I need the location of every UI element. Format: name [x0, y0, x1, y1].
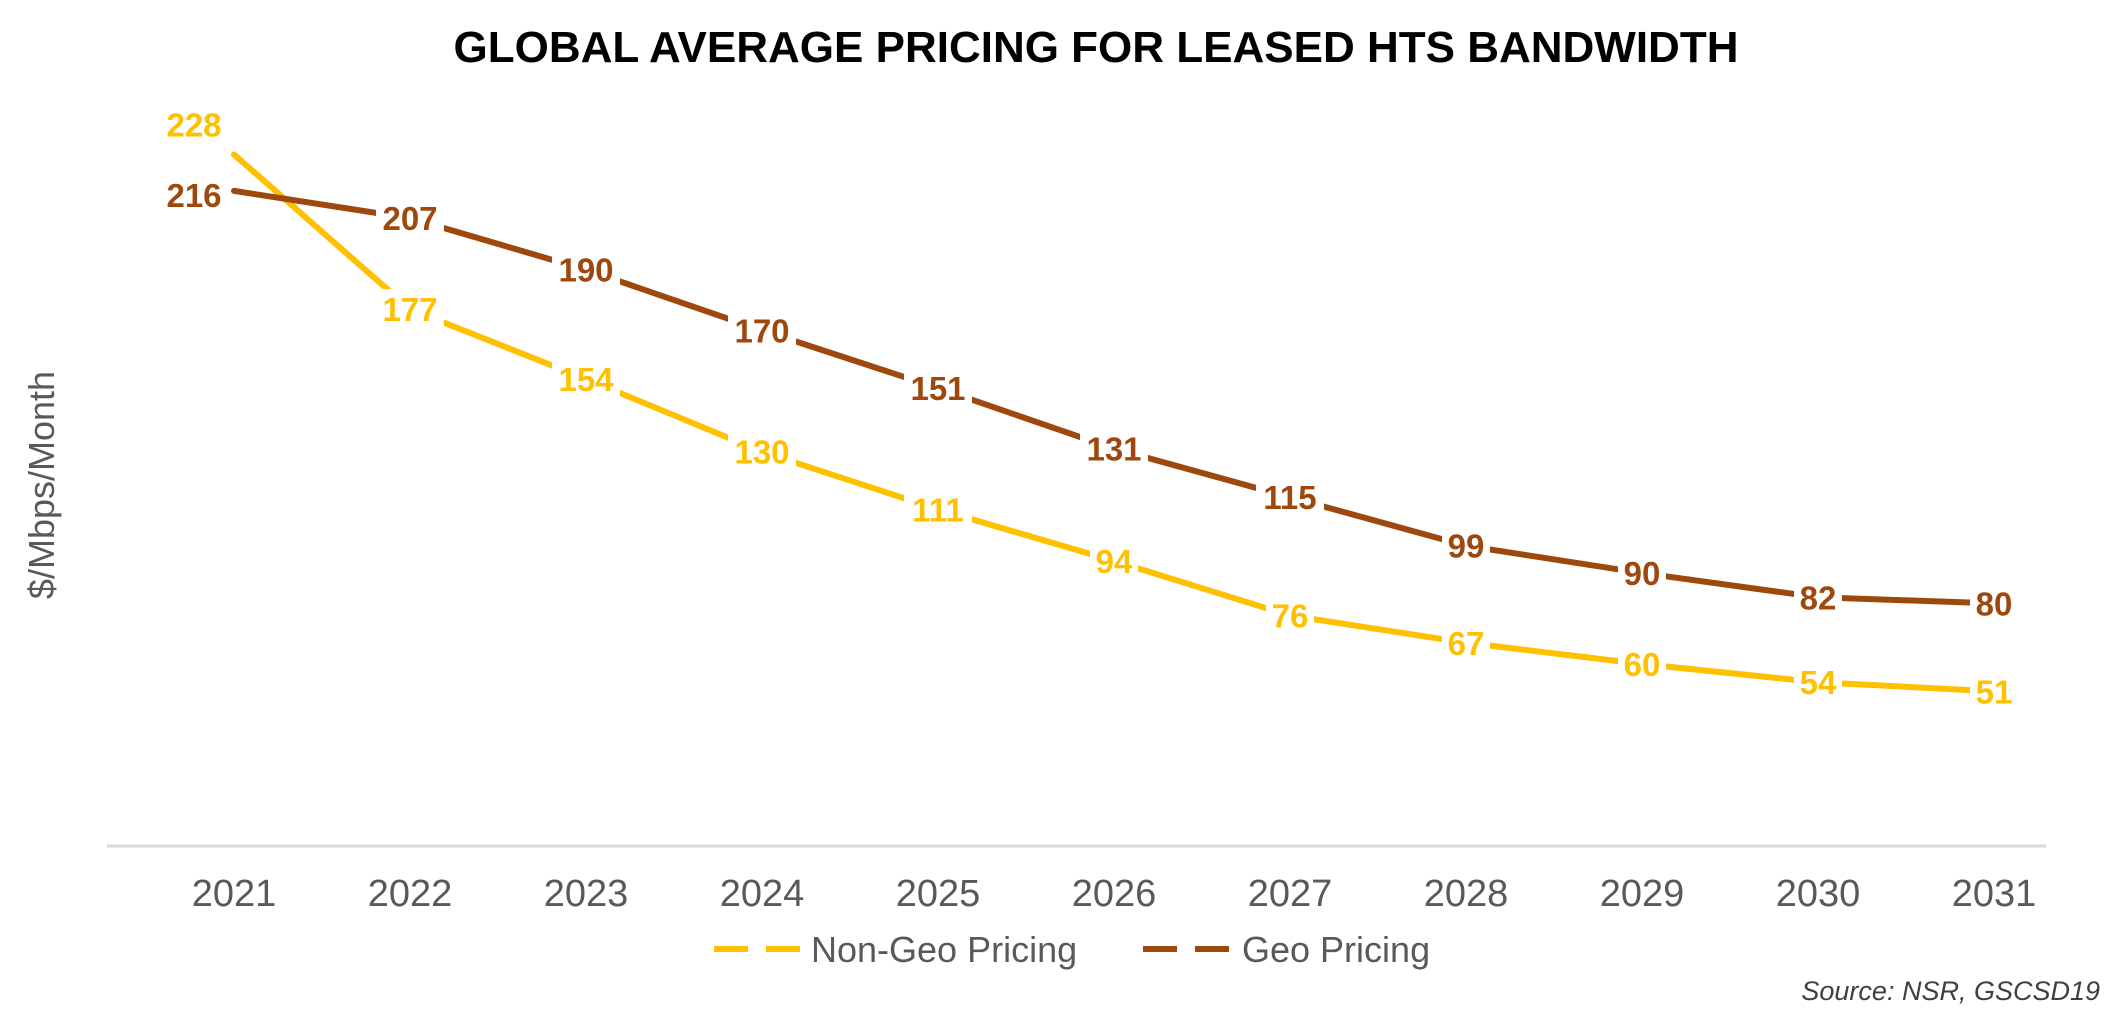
x-tick-label: 2028	[1424, 873, 1509, 915]
x-tick-label: 2021	[192, 873, 277, 915]
data-label-bg	[1970, 583, 2018, 622]
source-note: Source: NSR, GSCSD19	[1801, 976, 2100, 1006]
data-label: 51	[1976, 673, 2013, 710]
x-tick-label: 2023	[544, 873, 629, 915]
data-label: 190	[558, 252, 613, 289]
data-label: 60	[1624, 646, 1661, 683]
chart-title: GLOBAL AVERAGE PRICING FOR LEASED HTS BA…	[454, 23, 1739, 72]
data-label-bg	[376, 289, 444, 328]
data-label: 94	[1096, 543, 1133, 580]
data-label: 170	[734, 312, 789, 349]
x-tick-label: 2031	[1952, 873, 2037, 915]
data-label: 54	[1800, 664, 1837, 701]
series-line-0	[231, 151, 1997, 695]
x-tick-label: 2027	[1248, 873, 1333, 915]
data-labels: 228 177 154 130 111 94 76 67 60 54 51 216 207 190 170 1…	[160, 104, 2018, 710]
legend-label: Non-Geo Pricing	[811, 929, 1077, 970]
legend-label: Geo Pricing	[1242, 929, 1430, 970]
data-label-bg	[1618, 553, 1666, 592]
data-label-bg	[904, 368, 972, 407]
legend: Non-Geo Pricing Geo Pricing	[714, 929, 1430, 970]
data-label-bg	[1794, 662, 1842, 701]
data-label-bg	[1442, 525, 1490, 564]
data-label: 111	[912, 491, 963, 528]
data-label-bg	[1442, 622, 1490, 661]
x-tick-label: 2024	[720, 873, 805, 915]
data-label: 154	[558, 361, 614, 398]
data-label: 207	[382, 200, 437, 237]
data-label: 115	[1263, 479, 1316, 516]
data-label-bg	[1090, 540, 1138, 579]
data-label-bg	[552, 358, 620, 397]
data-label-bg	[1080, 428, 1148, 467]
data-label: 216	[166, 177, 221, 214]
x-tick-label: 2029	[1600, 873, 1685, 915]
data-label: 82	[1800, 579, 1837, 616]
data-label-bg	[1794, 577, 1842, 616]
data-label: 99	[1448, 528, 1485, 565]
x-tick-labels: 2021 2022 2023 2024 2025 2026 2027 2028 2029 2030…	[192, 873, 2037, 915]
data-label: 130	[734, 434, 789, 471]
data-label: 177	[382, 291, 437, 328]
data-label: 228	[166, 106, 221, 143]
data-label-bg	[1256, 477, 1324, 516]
data-label-bg	[1970, 671, 2018, 710]
data-label-bg	[728, 310, 796, 349]
data-label-bg	[728, 431, 796, 470]
data-label-bg	[376, 198, 444, 237]
series-lines	[231, 151, 1997, 695]
data-label-bg	[904, 489, 972, 528]
data-label-bg	[1266, 595, 1314, 634]
y-axis-label: $/Mbps/Month	[21, 371, 62, 599]
data-label-bg	[160, 174, 228, 213]
x-tick-label: 2026	[1072, 873, 1157, 915]
data-label: 67	[1448, 625, 1485, 662]
data-label-bg	[160, 104, 228, 143]
data-label-bg	[1618, 644, 1666, 683]
data-label-bg	[552, 249, 620, 288]
data-label: 131	[1086, 431, 1141, 468]
x-tick-label: 2022	[368, 873, 453, 915]
x-tick-label: 2025	[896, 873, 981, 915]
data-label: 80	[1976, 585, 2013, 622]
data-label: 151	[910, 370, 965, 407]
data-label: 90	[1624, 555, 1661, 592]
data-label: 76	[1272, 597, 1309, 634]
x-tick-label: 2030	[1776, 873, 1861, 915]
